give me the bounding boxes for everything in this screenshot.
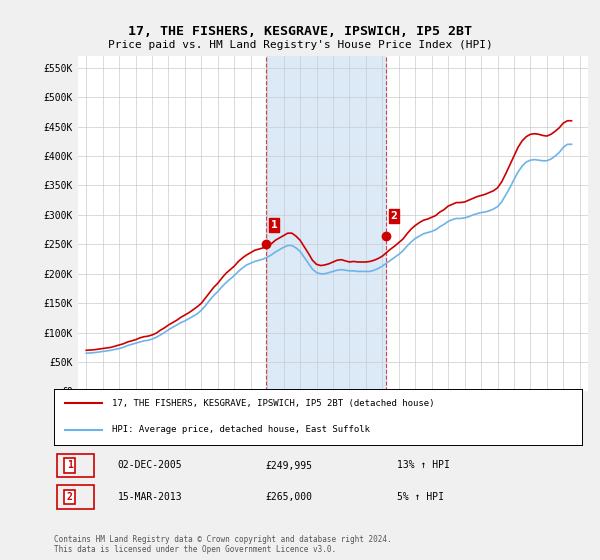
Text: 1: 1 <box>67 460 73 470</box>
Text: £249,995: £249,995 <box>265 460 312 470</box>
Text: 5% ↑ HPI: 5% ↑ HPI <box>397 492 444 502</box>
Text: £265,000: £265,000 <box>265 492 312 502</box>
Text: 2: 2 <box>391 211 397 221</box>
Text: 02-DEC-2005: 02-DEC-2005 <box>118 460 182 470</box>
Text: 2: 2 <box>67 492 73 502</box>
Text: Contains HM Land Registry data © Crown copyright and database right 2024.
This d: Contains HM Land Registry data © Crown c… <box>54 535 392 554</box>
Text: 1: 1 <box>271 220 278 230</box>
Bar <box>266 56 386 391</box>
Text: 13% ↑ HPI: 13% ↑ HPI <box>397 460 450 470</box>
Text: 1: 1 <box>67 460 73 470</box>
Text: 15-MAR-2013: 15-MAR-2013 <box>118 492 182 502</box>
Text: 17, THE FISHERS, KESGRAVE, IPSWICH, IP5 2BT (detached house): 17, THE FISHERS, KESGRAVE, IPSWICH, IP5 … <box>112 399 434 408</box>
Text: 17, THE FISHERS, KESGRAVE, IPSWICH, IP5 2BT: 17, THE FISHERS, KESGRAVE, IPSWICH, IP5 … <box>128 25 472 38</box>
Text: HPI: Average price, detached house, East Suffolk: HPI: Average price, detached house, East… <box>112 425 370 434</box>
Text: 2: 2 <box>67 492 73 502</box>
Text: Price paid vs. HM Land Registry's House Price Index (HPI): Price paid vs. HM Land Registry's House … <box>107 40 493 50</box>
